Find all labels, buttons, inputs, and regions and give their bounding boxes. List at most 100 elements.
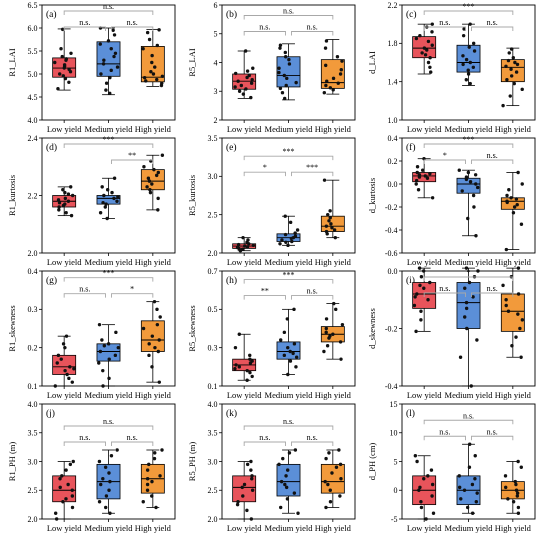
data-point — [426, 298, 430, 302]
x-tick-label: Medium yield — [265, 523, 314, 533]
data-point — [340, 322, 345, 327]
data-point — [412, 303, 417, 308]
significance-label: n.s. — [487, 284, 498, 293]
data-point — [64, 211, 68, 215]
panel-label: (j) — [46, 408, 55, 419]
data-point — [112, 176, 117, 180]
data-point — [460, 189, 464, 193]
panel-c: 1.0 1.4 1.8 2.2 d_LAI (c) Low yield Medium yiel… — [367, 1, 536, 134]
data-point — [413, 295, 417, 299]
data-point — [420, 51, 424, 55]
y-tick-label: 2.0 — [28, 249, 38, 258]
data-point — [61, 188, 65, 192]
y-tick-label: 0.2 — [388, 157, 398, 166]
data-point — [332, 301, 336, 306]
data-point — [474, 182, 478, 186]
x-tick-label: Medium yield — [85, 390, 134, 400]
data-point — [144, 79, 148, 83]
y-tick-label: 6 — [214, 1, 218, 10]
data-point — [112, 54, 116, 59]
data-point — [417, 488, 421, 492]
data-point — [504, 298, 508, 302]
data-point — [147, 179, 152, 183]
panel-d: 2.0 2.2 2.4 R1_kurtosis (d) Low yield Medium y… — [7, 134, 176, 267]
data-point — [418, 33, 422, 38]
data-point — [245, 368, 249, 373]
data-point — [63, 190, 67, 195]
box-medium-yield — [456, 266, 481, 388]
data-point — [70, 380, 74, 384]
y-tick-label: 3.0 — [28, 457, 38, 466]
significance-label: n.s. — [307, 23, 318, 32]
data-point — [326, 212, 330, 217]
box-high-yield — [500, 266, 525, 359]
data-point — [512, 205, 517, 209]
data-point — [464, 78, 469, 82]
significance-bracket: *** — [291, 163, 334, 177]
significance-bracket: n.s. — [111, 18, 154, 31]
data-point — [279, 479, 284, 484]
data-point — [63, 368, 67, 373]
data-point — [324, 63, 328, 68]
data-point — [67, 376, 71, 381]
data-point — [285, 497, 290, 501]
data-point — [473, 454, 477, 458]
data-point — [145, 30, 150, 35]
data-point — [152, 299, 157, 304]
box-low-yield — [412, 454, 437, 521]
data-point — [156, 349, 161, 354]
data-point — [65, 372, 69, 377]
data-point — [97, 361, 101, 365]
data-point — [278, 505, 283, 510]
y-axis-label: R1_kurtosis — [7, 175, 17, 216]
data-point — [108, 75, 112, 80]
panel-f: -0.6 -0.4 -0.2 0.0 0.2 0.4 d_kurtosis (f) Low yi… — [367, 134, 536, 267]
data-point — [468, 22, 472, 26]
data-point — [233, 71, 238, 76]
box-high-yield — [320, 448, 345, 510]
data-point — [518, 326, 522, 331]
data-point — [98, 42, 102, 46]
x-tick-label: Low yield — [407, 523, 442, 533]
x-tick-label: High yield — [495, 257, 532, 267]
data-point — [156, 170, 161, 175]
x-tick-label: Medium yield — [85, 523, 134, 533]
data-point — [233, 85, 237, 89]
data-point — [54, 517, 59, 521]
data-point — [324, 326, 328, 331]
data-point — [330, 226, 334, 230]
y-tick-label: 3.0 — [208, 172, 218, 181]
data-point — [466, 216, 470, 221]
data-point — [428, 280, 432, 285]
data-point — [338, 72, 343, 76]
data-point — [511, 211, 516, 215]
data-point — [99, 72, 103, 76]
bracket-line — [63, 293, 106, 298]
data-point — [475, 338, 479, 342]
bracket-line — [423, 26, 466, 31]
data-point — [248, 370, 252, 375]
panel-label: (b) — [226, 9, 237, 20]
bracket-line — [243, 279, 334, 284]
data-point — [282, 330, 287, 335]
data-point — [331, 332, 335, 336]
box-low-yield — [52, 185, 77, 218]
data-point — [150, 334, 155, 338]
data-point — [61, 342, 66, 346]
box-iqr — [96, 195, 121, 205]
data-point — [464, 306, 469, 311]
x-tick-label: Medium yield — [265, 390, 314, 400]
data-point — [53, 511, 58, 515]
y-tick-label: 4.0 — [28, 116, 38, 125]
data-point — [283, 50, 288, 55]
data-point — [241, 92, 246, 96]
data-point — [233, 345, 238, 350]
data-point — [148, 190, 153, 195]
significance-label: n.s. — [439, 18, 450, 27]
y-tick-label: 2.2 — [28, 191, 38, 200]
data-point — [421, 168, 425, 172]
box-iqr — [52, 354, 77, 375]
data-point — [426, 39, 431, 44]
data-point — [328, 216, 332, 220]
data-point — [237, 365, 242, 369]
